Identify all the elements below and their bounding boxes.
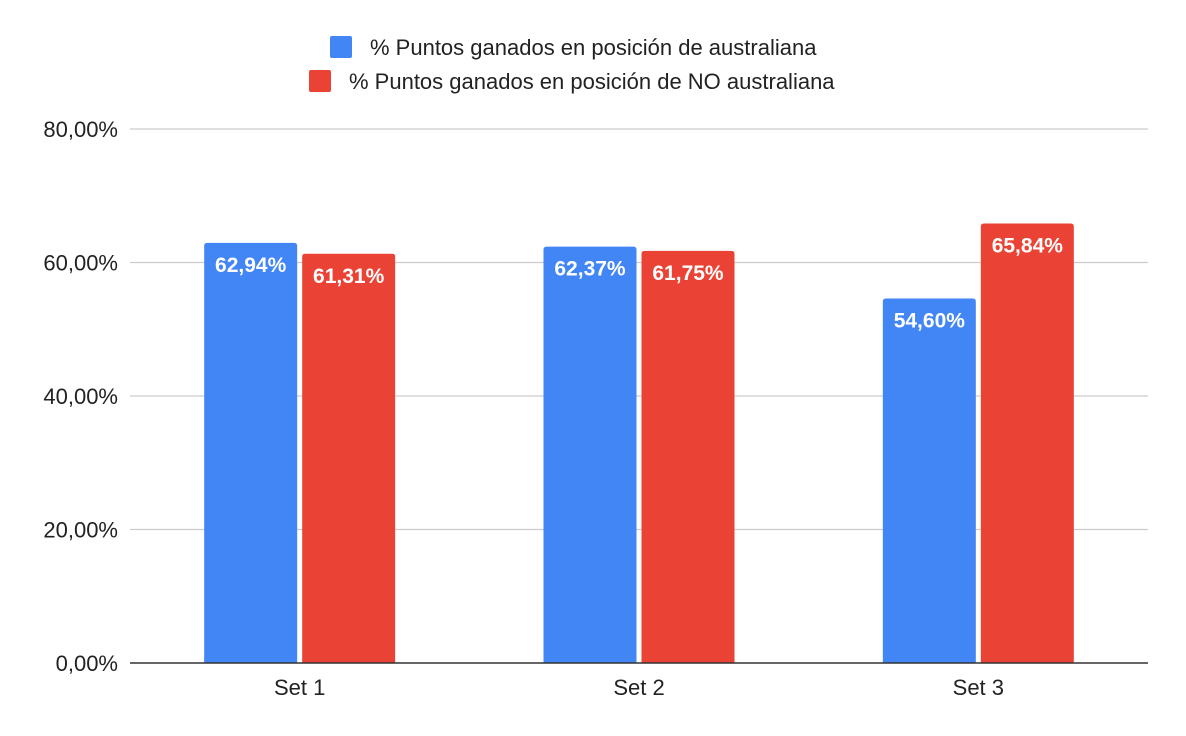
bar-series-2-set-2: [641, 250, 735, 663]
legend-label-series-2: % Puntos ganados en posición de NO austr…: [349, 69, 835, 94]
bars: [204, 223, 1074, 664]
data-label: 65,84%: [992, 235, 1064, 258]
y-tick-label: 0,00%: [56, 651, 118, 676]
legend-swatch-series-1: [330, 36, 352, 58]
y-tick-label: 80,00%: [43, 117, 118, 142]
y-tick-label: 20,00%: [43, 518, 118, 543]
legend-label-series-1: % Puntos ganados en posición de australi…: [370, 35, 817, 60]
y-axis: 0,00% 20,00% 40,00% 60,00% 80,00%: [43, 117, 118, 676]
bar-series-1-set-3: [882, 298, 976, 663]
bar-series-2-set-1: [302, 253, 396, 664]
x-tick-label: Set 1: [274, 675, 325, 700]
data-label: 61,31%: [313, 265, 385, 288]
data-label: 62,37%: [554, 258, 626, 281]
x-tick-label: Set 3: [953, 675, 1004, 700]
data-label: 61,75%: [652, 262, 724, 285]
bar-series-1-set-1: [204, 242, 298, 664]
bar-series-1-set-2: [543, 246, 637, 664]
y-tick-label: 60,00%: [43, 251, 118, 276]
data-label: 54,60%: [894, 310, 966, 333]
x-axis: Set 1 Set 2 Set 3: [130, 662, 1148, 700]
bar-series-2-set-3: [980, 223, 1074, 663]
x-tick-label: Set 2: [613, 675, 664, 700]
gridlines: [130, 128, 1148, 531]
data-label: 62,94%: [215, 254, 287, 277]
bar-labels: 62,94% 61,31% 62,37% 61,75% 54,60% 65,84%: [215, 235, 1063, 333]
y-tick-label: 40,00%: [43, 384, 118, 409]
legend-swatch-series-2: [309, 70, 331, 92]
legend: % Puntos ganados en posición de australi…: [309, 35, 835, 94]
